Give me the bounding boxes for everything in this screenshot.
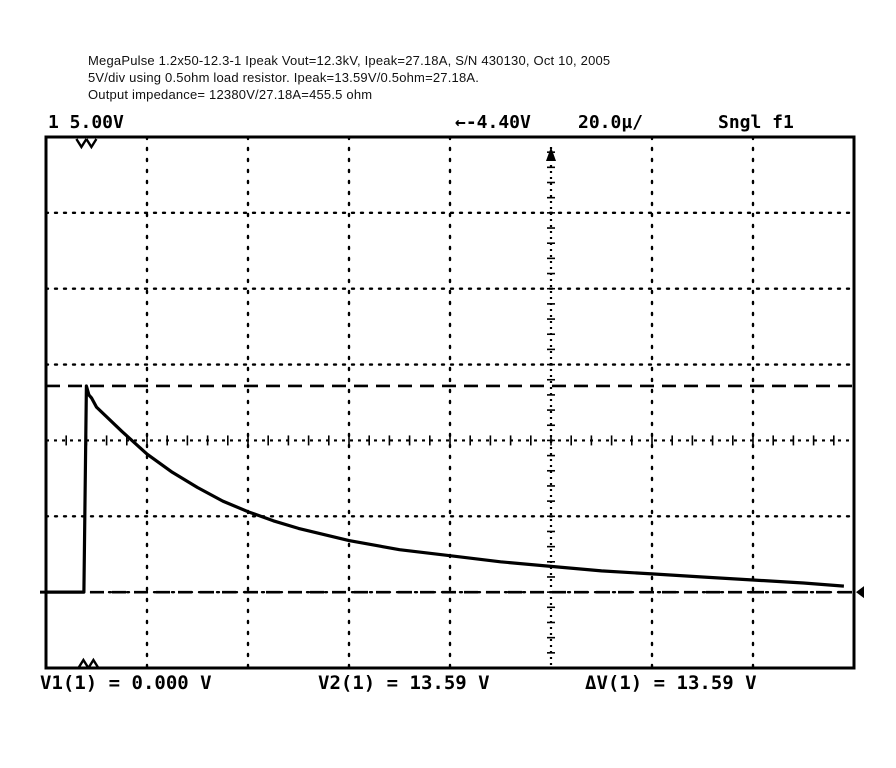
center-axis-arrow: [546, 147, 556, 161]
graticule-grid: [44, 135, 856, 670]
ground-reference-marker: [856, 586, 864, 599]
trace-markers: [40, 138, 864, 669]
caption-line-2: 5V/div using 0.5ohm load resistor. Ipeak…: [88, 70, 480, 85]
cursor-v1-readout: V1(1) = 0.000 V: [40, 672, 212, 694]
trigger-position-marker: [75, 138, 98, 150]
cursor-v2-readout: V2(1) = 13.59 V: [318, 672, 490, 694]
cursor-lines: [46, 384, 854, 594]
acquisition-mode-label: Sngl f1: [718, 112, 794, 133]
trigger-level-label: ←-4.40V: [455, 112, 531, 133]
caption-line-3: Output impedance= 12380V/27.18A=455.5 oh…: [88, 87, 373, 102]
caption-line-1: MegaPulse 1.2x50-12.3-1 Ipeak Vout=12.3k…: [88, 53, 611, 68]
delta-v-readout: ΔV(1) = 13.59 V: [585, 672, 757, 694]
timebase-label: 20.0µ/: [578, 112, 644, 133]
trigger-bottom-marker: [77, 657, 100, 669]
channel-scale-label: 1 5.00V: [48, 112, 124, 133]
waveform-trace: [46, 384, 845, 594]
